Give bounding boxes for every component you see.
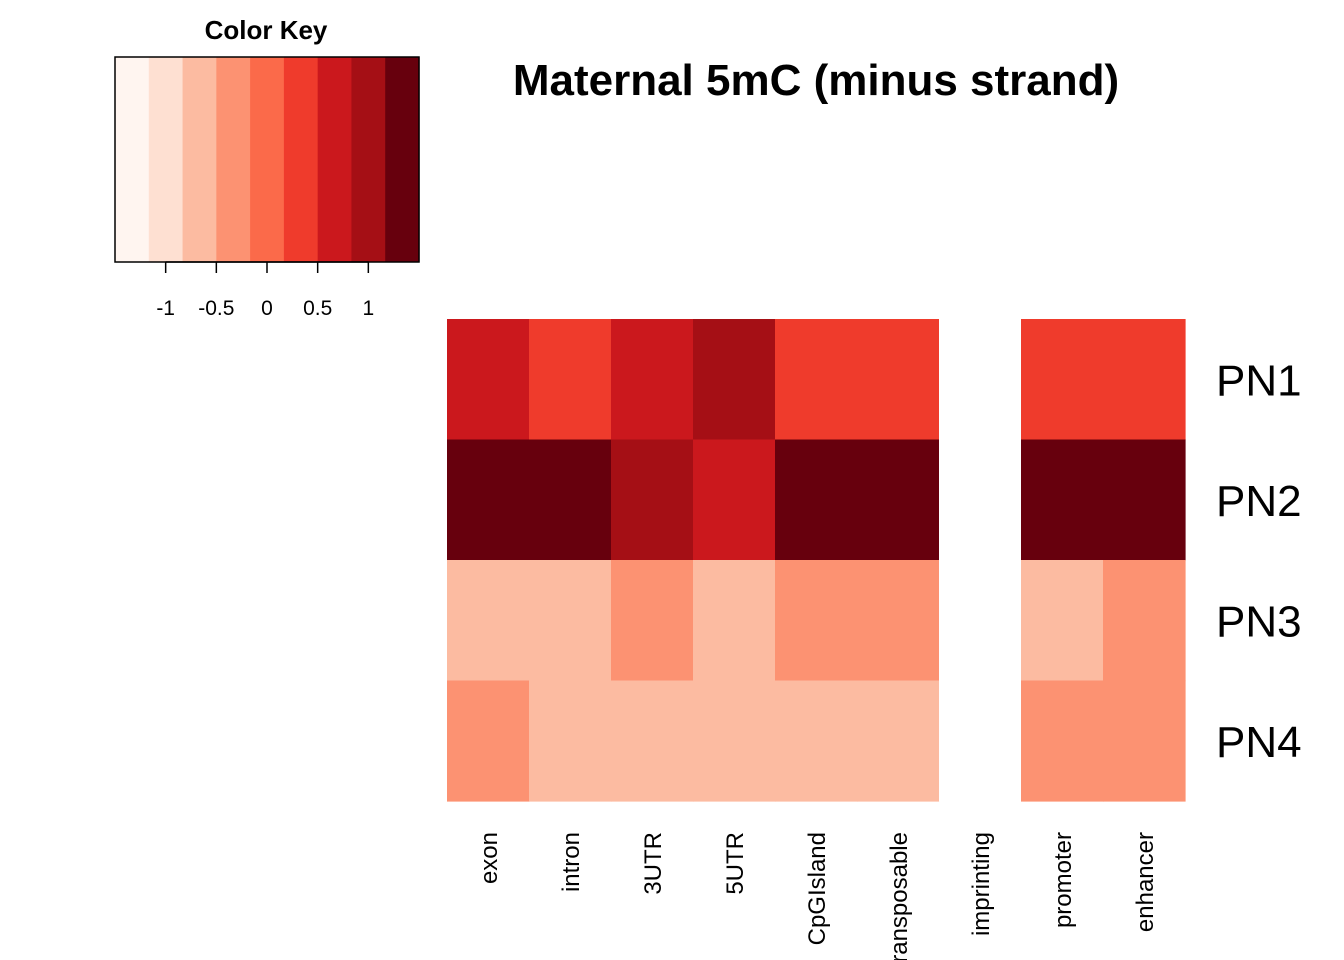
- heatmap-cell: [939, 560, 1022, 682]
- color-key-title: Color Key: [205, 15, 328, 45]
- heatmap-cell: [939, 680, 1022, 802]
- row-label: PN3: [1216, 597, 1302, 646]
- heatmap-cell: [857, 319, 940, 441]
- color-key-bands: [115, 57, 420, 262]
- heatmap-cell: [857, 439, 940, 561]
- heatmap-cell: [447, 560, 530, 682]
- heatmap-cell: [1103, 319, 1186, 441]
- column-label: CpGIsland: [804, 832, 831, 945]
- color-key-band: [115, 57, 150, 262]
- row-label: PN4: [1216, 718, 1302, 767]
- heatmap-cell: [939, 439, 1022, 561]
- column-labels: exon intron 3UTR 5UTR CpGIsland transposable i…: [476, 832, 1159, 960]
- heatmap-cell: [775, 560, 858, 682]
- heatmap-cell: [529, 319, 612, 441]
- color-key: Color Key -1 -0.5 0 0.5 1: [114, 15, 420, 320]
- heatmap-cell: [775, 439, 858, 561]
- column-label: promoter: [1050, 832, 1077, 928]
- heatmap-cell: [447, 319, 530, 441]
- column-label: 5UTR: [722, 832, 749, 895]
- row-label: PN2: [1216, 477, 1302, 526]
- row-label: PN1: [1216, 356, 1302, 405]
- heatmap-cell: [775, 680, 858, 802]
- heatmap-cell: [857, 680, 940, 802]
- color-key-band: [250, 57, 285, 262]
- heatmap-cell: [693, 560, 776, 682]
- heatmap-cell: [857, 560, 940, 682]
- heatmap-cell: [611, 680, 694, 802]
- row-labels: PN1 PN2 PN3 PN4: [1216, 356, 1302, 767]
- color-key-band: [148, 57, 184, 262]
- color-key-tick-label: -1: [156, 297, 175, 320]
- color-key-band: [182, 57, 217, 262]
- heatmap-cell: [529, 680, 612, 802]
- color-key-band: [283, 57, 319, 262]
- heatmap-cell: [529, 439, 612, 561]
- color-key-tick-label: 0.5: [303, 297, 332, 320]
- column-label: imprinting: [968, 832, 995, 936]
- heatmap-cell: [693, 680, 776, 802]
- color-key-band: [216, 57, 251, 262]
- heatmap-cell: [1021, 439, 1104, 561]
- heatmap-cell: [529, 560, 612, 682]
- heatmap-cell: [939, 319, 1022, 441]
- color-key-axis: -1 -0.5 0 0.5 1: [156, 261, 374, 320]
- color-key-tick-label: 0: [261, 297, 273, 320]
- column-label: 3UTR: [640, 832, 667, 895]
- color-key-band: [317, 57, 353, 262]
- heatmap-cells: [447, 319, 1186, 802]
- heatmap-cell: [1021, 560, 1104, 682]
- heatmap-cell: [1021, 319, 1104, 441]
- column-label: exon: [476, 832, 503, 884]
- color-key-band: [351, 57, 386, 262]
- heatmap-cell: [1103, 680, 1186, 802]
- heatmap-cell: [611, 560, 694, 682]
- heatmap-cell: [1103, 560, 1186, 682]
- heatmap-cell: [611, 319, 694, 441]
- column-label: transposable: [886, 832, 913, 960]
- heatmap-cell: [693, 439, 776, 561]
- chart-title: Maternal 5mC (minus strand): [513, 56, 1119, 105]
- heatmap-cell: [611, 439, 694, 561]
- color-key-tick-label: 1: [362, 297, 374, 320]
- heatmap-cell: [1103, 439, 1186, 561]
- heatmap-cell: [447, 439, 530, 561]
- color-key-tick-label: -0.5: [198, 297, 234, 320]
- column-label: enhancer: [1132, 832, 1159, 932]
- heatmap-cell: [693, 319, 776, 441]
- heatmap-cell: [447, 680, 530, 802]
- color-key-band: [385, 57, 420, 262]
- column-label: intron: [558, 832, 585, 892]
- heatmap-cell: [775, 319, 858, 441]
- heatmap-cell: [1021, 680, 1104, 802]
